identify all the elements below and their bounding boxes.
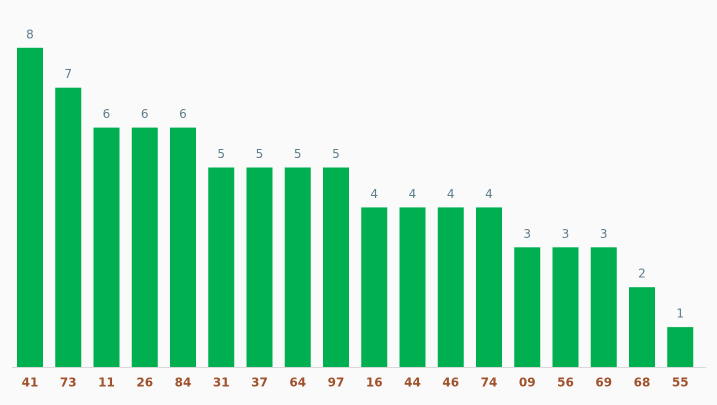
value-label: 4	[370, 187, 378, 201]
bar	[399, 207, 426, 367]
x-tick-label: 64	[289, 376, 306, 390]
value-label: 5	[256, 147, 264, 161]
x-tick-label: 73	[60, 376, 77, 390]
bar	[361, 207, 388, 367]
x-tick-label: 55	[672, 376, 689, 390]
x-tick-label: 41	[22, 376, 39, 390]
value-label: 6	[103, 107, 111, 121]
bar	[246, 167, 273, 367]
bar	[208, 167, 235, 367]
x-tick-label: 84	[175, 376, 192, 390]
bar	[437, 207, 464, 367]
bar	[170, 127, 196, 367]
x-tick-label: 69	[595, 376, 612, 390]
bar	[476, 207, 502, 367]
value-label: 2	[638, 267, 646, 281]
value-label: 4	[447, 187, 455, 201]
x-tick-label: 97	[328, 376, 345, 390]
value-label: 3	[523, 227, 531, 241]
value-label: 7	[64, 67, 72, 81]
bar	[55, 87, 82, 367]
x-tick-label: 46	[442, 376, 459, 390]
bar	[93, 127, 120, 367]
value-label: 5	[294, 147, 302, 161]
value-label: 5	[217, 147, 225, 161]
value-label: 1	[676, 307, 684, 321]
bar	[323, 167, 349, 367]
bar	[552, 247, 579, 367]
bar	[131, 127, 158, 367]
x-tick-label: 31	[213, 376, 230, 390]
x-tick-label: 44	[404, 376, 421, 390]
value-label: 3	[600, 227, 608, 241]
x-tick-label: 09	[519, 376, 536, 390]
bar	[17, 47, 43, 368]
x-tick-label: 74	[481, 376, 498, 390]
value-label: 5	[332, 147, 340, 161]
x-tick-label: 56	[557, 376, 574, 390]
bar	[284, 167, 311, 367]
x-tick-label: 37	[251, 376, 268, 390]
value-label: 3	[562, 227, 570, 241]
bar	[590, 247, 617, 367]
value-label: 6	[141, 107, 149, 121]
bar	[514, 247, 541, 367]
value-label: 8	[26, 27, 34, 41]
value-label: 6	[179, 107, 187, 121]
value-label: 4	[485, 187, 493, 201]
x-tick-label: 68	[634, 376, 651, 390]
x-tick-label: 16	[366, 376, 383, 390]
x-tick-label: 11	[98, 376, 115, 390]
value-label: 4	[409, 187, 417, 201]
x-tick-label: 26	[136, 376, 153, 390]
bar	[629, 287, 655, 367]
bar	[667, 327, 694, 367]
